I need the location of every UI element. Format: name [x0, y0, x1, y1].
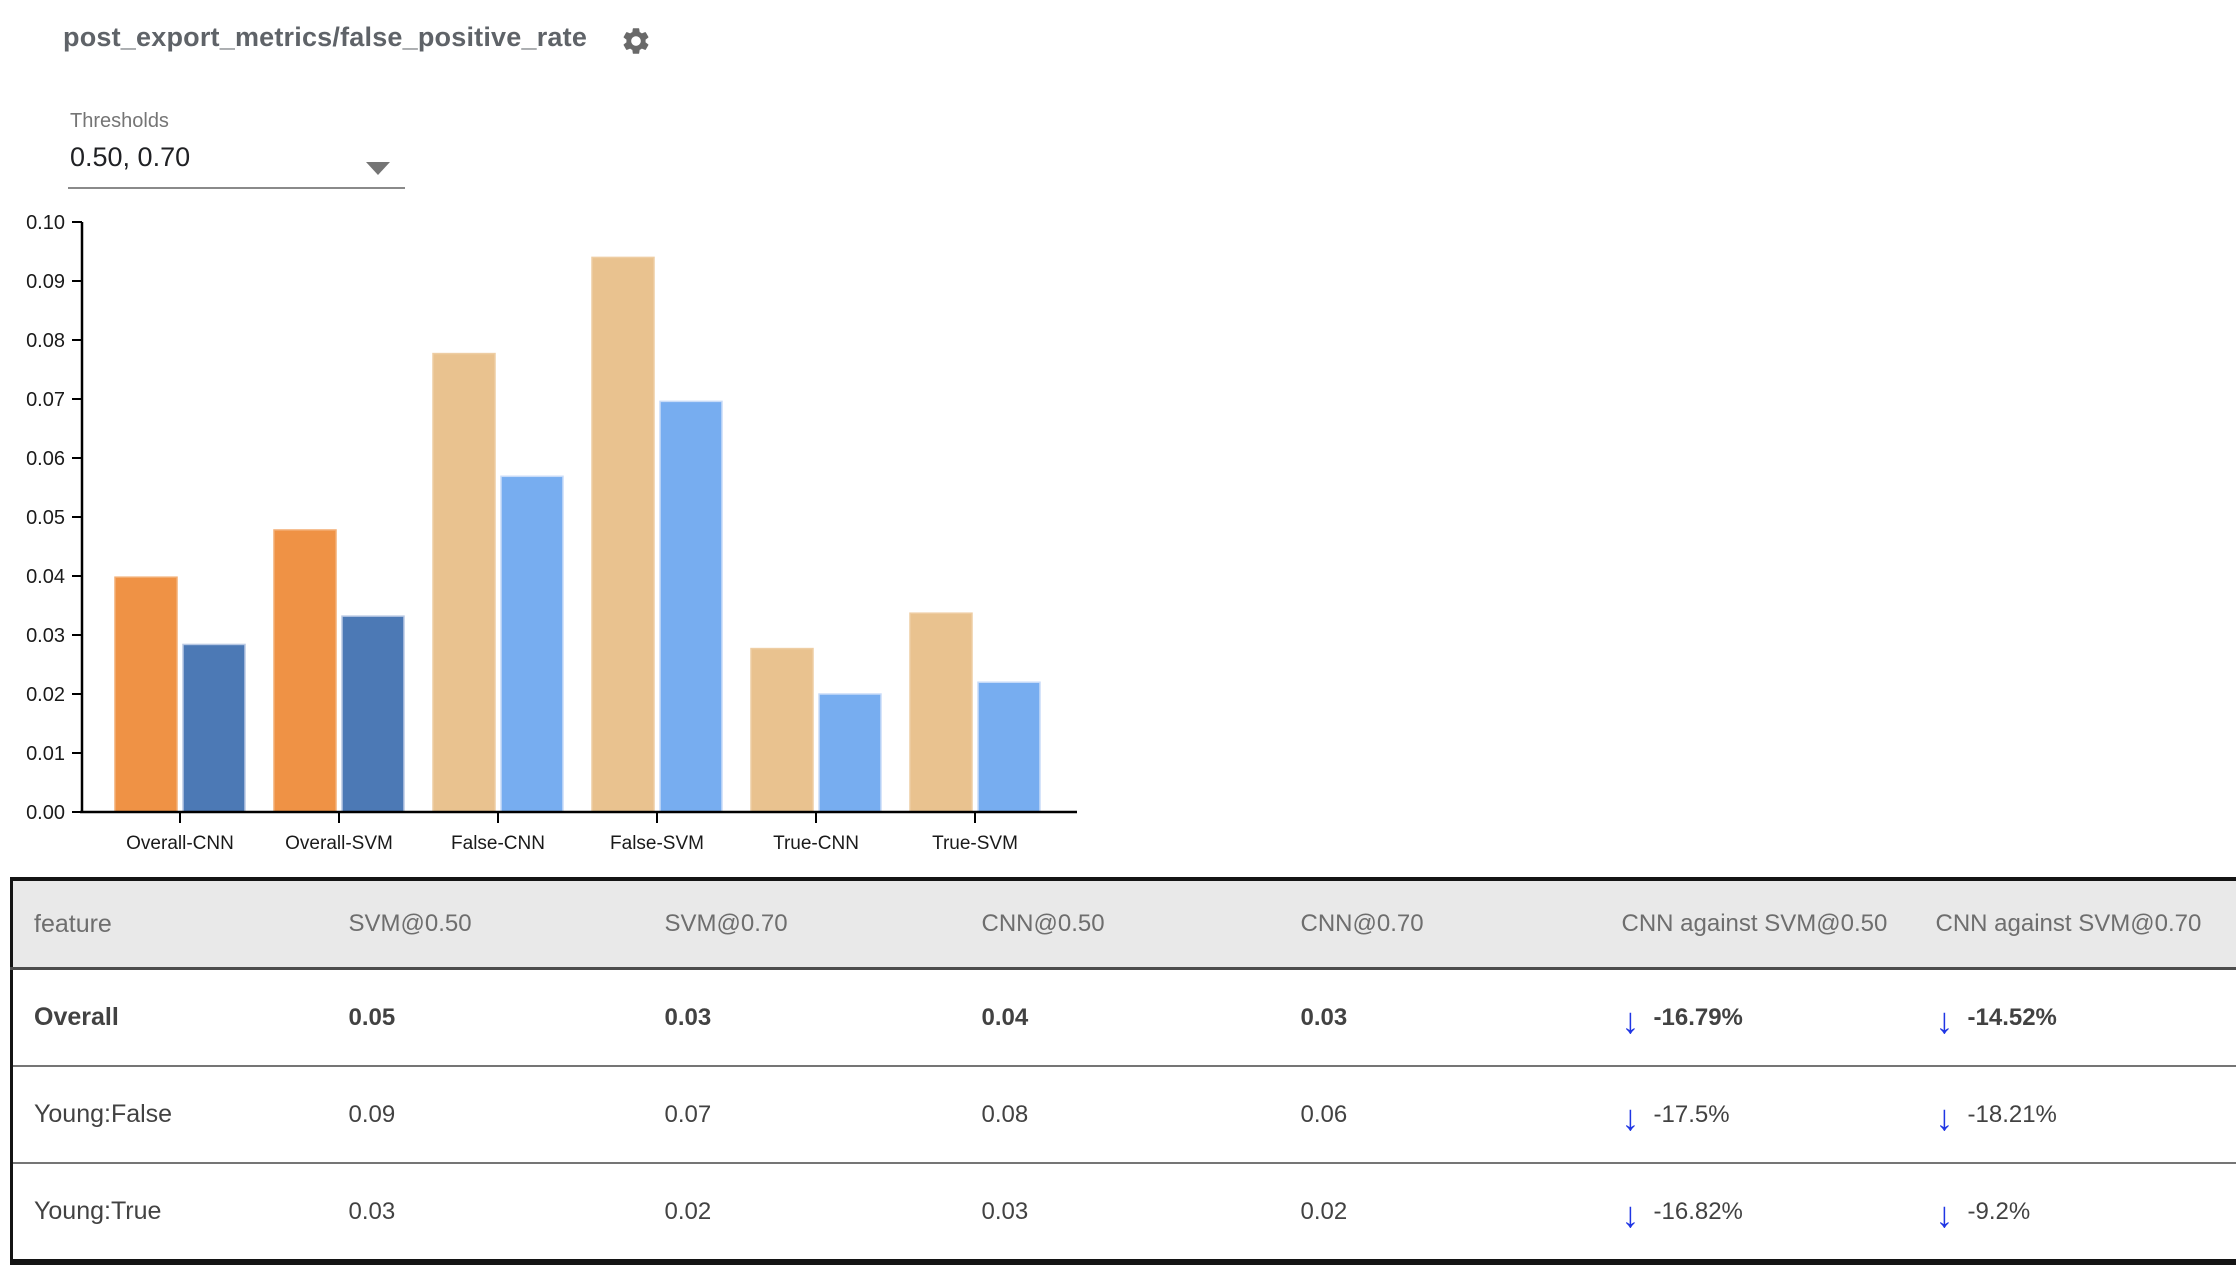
delta-cell: ↓ -14.52%: [1936, 969, 2236, 1067]
bar-False-CNN-at-0.50: [433, 354, 495, 812]
x-axis-label-Overall-SVM: Overall-SVM: [285, 833, 393, 854]
delta-cell: ↓ -17.5%: [1622, 1066, 1936, 1163]
x-axis-label-Overall-CNN: Overall-CNN: [126, 833, 234, 854]
y-axis-tick-label: 0.07: [26, 389, 65, 411]
page-title: post_export_metrics/false_positive_rate: [63, 22, 587, 53]
delta-percentage: -9.2%: [1968, 1198, 2031, 1226]
metric-value-cell: 0.07: [665, 1066, 982, 1163]
bar-False-SVM-at-0.50: [592, 257, 654, 812]
feature-cell: Young:False: [12, 1066, 349, 1163]
metric-value-cell: 0.02: [1301, 1163, 1622, 1262]
delta-cell: ↓ -16.82%: [1622, 1163, 1936, 1262]
bar-True-SVM-at-0.50: [910, 613, 972, 812]
x-axis-label-False-SVM: False-SVM: [610, 833, 704, 854]
y-axis-tick-label: 0.06: [26, 448, 65, 470]
bar-Overall-CNN-at-0.50: [115, 577, 177, 812]
down-arrow-icon: ↓: [1936, 1097, 1954, 1139]
feature-cell: Overall: [12, 969, 349, 1067]
feature-cell: Young:True: [12, 1163, 349, 1262]
y-axis-tick-label: 0.04: [26, 566, 65, 588]
y-axis-tick-label: 0.05: [26, 507, 65, 529]
bar-True-SVM-at-0.70: [978, 682, 1040, 812]
x-axis-label-False-CNN: False-CNN: [451, 833, 545, 854]
delta-percentage: -18.21%: [1968, 1101, 2057, 1129]
delta-cell: ↓ -16.79%: [1622, 969, 1936, 1067]
column-header-svm-0.50: SVM@0.50: [349, 879, 665, 969]
column-header-cnn-0.70: CNN@0.70: [1301, 879, 1622, 969]
y-axis-tick-label: 0.01: [26, 743, 65, 765]
metric-value-cell: 0.03: [665, 969, 982, 1067]
x-axis-label-True-CNN: True-CNN: [773, 833, 859, 854]
dropdown-underline: [68, 187, 405, 189]
false-positive-rate-bar-chart: 0.00 0.01 0.02 0.03 0.04 0.05 0.06 0.07 0.08 0.09…: [0, 205, 1120, 870]
column-header-cnn-against-svm-0.70: CNN against SVM@0.70: [1936, 879, 2236, 969]
down-arrow-icon: ↓: [1622, 1194, 1640, 1236]
down-arrow-icon: ↓: [1936, 1194, 1954, 1236]
bar-Overall-CNN-at-0.70: [183, 644, 245, 812]
column-header-feature: feature: [12, 879, 349, 969]
column-header-svm-0.70: SVM@0.70: [665, 879, 982, 969]
down-arrow-icon: ↓: [1622, 1000, 1640, 1042]
y-axis-tick-label: 0.08: [26, 330, 65, 352]
settings-gear-icon[interactable]: [620, 25, 652, 57]
metric-value-cell: 0.03: [1301, 969, 1622, 1067]
x-axis-label-True-SVM: True-SVM: [932, 833, 1018, 854]
bar-False-SVM-at-0.70: [660, 401, 722, 812]
metric-value-cell: 0.09: [349, 1066, 665, 1163]
y-axis-tick-label: 0.03: [26, 625, 65, 647]
bar-Overall-SVM-at-0.70: [342, 616, 404, 812]
metric-value-cell: 0.08: [982, 1066, 1301, 1163]
metric-value-cell: 0.06: [1301, 1066, 1622, 1163]
metric-value-cell: 0.03: [349, 1163, 665, 1262]
bar-False-CNN-at-0.70: [501, 476, 563, 812]
delta-cell: ↓ -18.21%: [1936, 1066, 2236, 1163]
y-axis-tick-label: 0.10: [26, 212, 65, 234]
gear-icon: [620, 25, 652, 57]
y-axis-tick-label: 0.02: [26, 684, 65, 706]
bar-Overall-SVM-at-0.50: [274, 530, 336, 812]
delta-percentage: -17.5%: [1654, 1101, 1730, 1129]
column-header-cnn-0.50: CNN@0.50: [982, 879, 1301, 969]
bar-True-CNN-at-0.70: [819, 694, 881, 812]
delta-percentage: -14.52%: [1968, 1004, 2057, 1032]
y-axis-tick-label: 0.00: [26, 802, 65, 824]
bar-True-CNN-at-0.50: [751, 649, 813, 812]
thresholds-value: 0.50, 0.70: [70, 142, 190, 173]
metric-value-cell: 0.05: [349, 969, 665, 1067]
down-arrow-icon: ↓: [1936, 1000, 1954, 1042]
metric-value-cell: 0.04: [982, 969, 1301, 1067]
dropdown-arrow-icon[interactable]: [366, 162, 390, 175]
metric-value-cell: 0.02: [665, 1163, 982, 1262]
delta-percentage: -16.79%: [1654, 1004, 1743, 1032]
thresholds-label: Thresholds: [70, 110, 169, 133]
y-axis-tick-label: 0.09: [26, 271, 65, 293]
down-arrow-icon: ↓: [1622, 1097, 1640, 1139]
delta-cell: ↓ -9.2%: [1936, 1163, 2236, 1262]
delta-percentage: -16.82%: [1654, 1198, 1743, 1226]
column-header-cnn-against-svm-0.50: CNN against SVM@0.50: [1622, 879, 1936, 969]
metric-value-cell: 0.03: [982, 1163, 1301, 1262]
